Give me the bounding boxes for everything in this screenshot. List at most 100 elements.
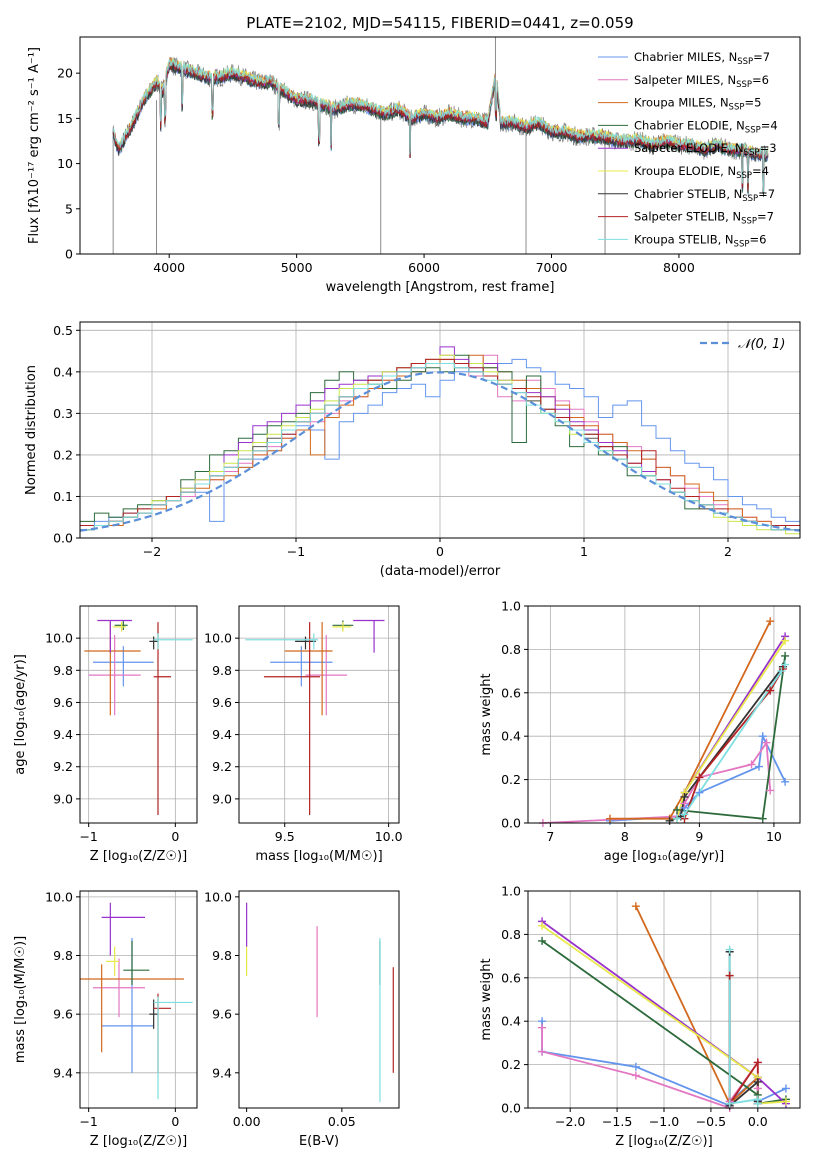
legend-entry: Chabrier MILES, NSSP=7 — [634, 50, 770, 67]
x-tick-label: −1 — [287, 544, 305, 559]
y-tick-label: 20 — [57, 66, 73, 81]
y-tick-label: 9.2 — [53, 759, 73, 774]
errorbar-point — [84, 622, 141, 716]
y-tick-label: 0.5 — [53, 323, 73, 338]
y-tick-label: 9.8 — [212, 948, 232, 963]
plot-area — [245, 619, 385, 815]
weight-marker — [781, 777, 790, 786]
weight-marker — [762, 738, 771, 747]
weight-marker — [695, 788, 704, 797]
legend-entry-main: Kroupa STELIB, N — [634, 232, 734, 246]
legend-entry-sub: SSP — [737, 57, 753, 67]
x-tick-label: −1 — [79, 829, 97, 844]
figure-title: PLATE=2102, MJD=54115, FIBERID=0441, z=0… — [246, 14, 633, 32]
histogram-step — [80, 358, 800, 526]
errorbar-point — [332, 622, 352, 632]
legend-entry: Salpeter ELODIE, NSSP=3 — [634, 141, 777, 158]
y-tick-label: 0.4 — [501, 729, 521, 744]
y-tick-label: 9.8 — [53, 948, 73, 963]
x-tick-label: 7000 — [536, 260, 568, 275]
legend-entry-sub: SSP — [744, 148, 760, 158]
weight-marker — [781, 660, 790, 669]
y-tick-label: 9.2 — [212, 759, 232, 774]
errorbar-point — [88, 634, 141, 716]
y-axis-label: Flux [fλ10⁻¹⁷ erg cm⁻² s⁻¹ A⁻¹] — [27, 47, 42, 244]
y-tick-label: 0.3 — [53, 406, 73, 421]
legend-entry-main: Chabrier ELODIE, N — [634, 118, 745, 132]
plot-area — [246, 902, 394, 1103]
errorbar-point — [153, 633, 193, 650]
errorbar-point — [93, 646, 154, 687]
legend-entry-tail: =7 — [753, 50, 770, 64]
weight-marker — [766, 686, 775, 695]
errorbar-point — [245, 633, 318, 650]
weight-marker — [538, 1023, 547, 1032]
errorbar-point — [305, 634, 348, 716]
x-tick-label: 7 — [546, 829, 554, 844]
weight-marker — [781, 1084, 790, 1093]
y-axis-label: mass weight — [479, 673, 494, 755]
axes-frame — [238, 605, 400, 824]
x-tick-label: 9.5 — [275, 829, 295, 844]
x-tick-label: 0 — [171, 1114, 179, 1129]
x-tick-label: 10.0 — [375, 829, 403, 844]
legend-entry-sub: SSP — [729, 103, 745, 113]
y-tick-label: 0 — [65, 247, 73, 262]
errorbar-point — [80, 964, 184, 1053]
y-tick-label: 0.2 — [501, 1057, 521, 1072]
y-tick-label: 0.0 — [501, 1101, 521, 1116]
errorbar-point — [149, 636, 158, 650]
weight-marker — [747, 760, 756, 769]
y-tick-label: 9.6 — [53, 1007, 73, 1022]
weight-line — [610, 620, 772, 820]
legend-entry: Salpeter STELIB, NSSP=7 — [634, 210, 774, 227]
weight-marker — [777, 667, 786, 676]
axes-frame — [527, 605, 801, 824]
legend-entry-main: Salpeter MILES, N — [634, 73, 736, 87]
errorbar-point — [153, 622, 171, 815]
y-tick-label: 9.4 — [53, 727, 73, 742]
errorbar-point — [153, 996, 193, 1100]
weight-marker — [631, 1062, 640, 1071]
weight-marker — [753, 1058, 762, 1067]
panel-mass-vs-EBV: 0.00 0.05 9.4 9.6 9.8 10.0 E(B-V) — [204, 889, 400, 1149]
x-axis-label: E(B-V) — [299, 1134, 339, 1149]
panel-age-vs-Z: −1 0 9.0 9.2 9.4 9.6 9.8 10.0 Z [log₁₀(Z/Z☉)] age… — [13, 605, 198, 864]
model-line — [112, 58, 769, 193]
x-tick-label: 4000 — [153, 260, 185, 275]
legend-entry-sub: SSP — [736, 80, 752, 90]
weight-marker — [673, 814, 682, 823]
plot-area — [80, 346, 800, 535]
weight-marker — [695, 773, 704, 782]
errorbar-point — [112, 622, 126, 632]
weight-marker — [725, 971, 734, 980]
x-tick-label: 9 — [695, 829, 703, 844]
legend-entry-sub: SSP — [741, 217, 757, 227]
model-line — [112, 61, 769, 192]
panel-mass-vs-Z: −1 0 9.4 9.6 9.8 10.0 Z [log₁₀(Z/Z☉)] mass [log… — [13, 889, 198, 1149]
x-tick-label: 0 — [436, 544, 444, 559]
weight-marker — [725, 945, 734, 954]
y-tick-label: 0.2 — [53, 447, 73, 462]
y-tick-label: 0.2 — [501, 772, 521, 787]
plot-area — [80, 902, 193, 1100]
x-tick-label: 0.05 — [328, 1114, 356, 1129]
panel-residuals: −2 −1 0 1 2 0.0 0.1 0.2 0.3 0.4 0.5 (data-model)/er… — [24, 321, 801, 579]
y-axis-label: age [log₁₀(age/yr)] — [13, 654, 28, 775]
weight-marker — [631, 1071, 640, 1080]
errorbar-point — [101, 902, 145, 956]
y-tick-label: 0.1 — [53, 489, 73, 504]
y-tick-label: 0.6 — [501, 685, 521, 700]
x-tick-label: 0.00 — [233, 1114, 261, 1129]
x-axis-label: Z [log₁₀(Z/Z☉)] — [90, 849, 187, 864]
legend-entry-tail: =4 — [761, 118, 778, 132]
y-axis-label: mass [log₁₀(M/M☉)] — [13, 936, 28, 1063]
y-tick-label: 9.6 — [212, 695, 232, 710]
weight-marker — [758, 814, 767, 823]
x-axis-label: wavelength [Angstrom, rest frame] — [326, 280, 555, 295]
legend-entry-main: Salpeter STELIB, N — [634, 210, 741, 224]
x-axis-label: mass [log₁₀(M/M☉)] — [255, 849, 382, 864]
legend-entry: 𝒩(0, 1) — [738, 337, 785, 352]
y-tick-label: 10.0 — [204, 889, 232, 904]
